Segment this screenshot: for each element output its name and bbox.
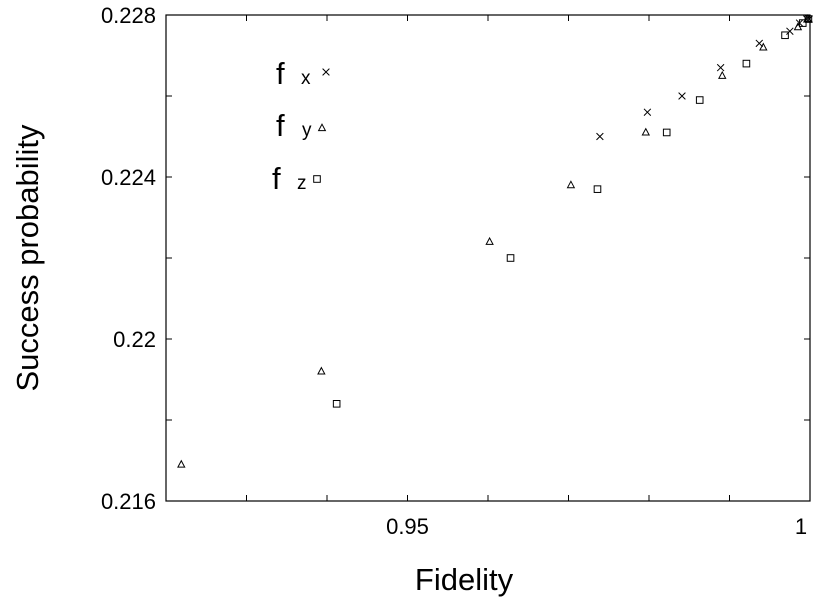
legend-label-main: f — [276, 56, 285, 91]
legend-label-main: f — [276, 108, 285, 143]
data-point-fy — [485, 236, 494, 245]
data-point-fz — [332, 400, 341, 408]
legend-label-sub: x — [301, 68, 311, 89]
y-tick-label: 0.224 — [101, 165, 156, 190]
data-point-fz — [804, 15, 813, 23]
legend-marker-fz — [313, 175, 321, 183]
legend-label-main: f — [272, 161, 281, 196]
data-point-fz — [781, 31, 789, 40]
data-point-fx — [643, 108, 652, 116]
axis-tick-labels: 0.95 1 0.216 0.22 0.224 0.228 — [101, 3, 807, 539]
data-point-fx — [716, 63, 725, 72]
data-point-fz — [506, 254, 515, 262]
y-tick-label: 0.22 — [113, 327, 156, 352]
y-tick-label: 0.216 — [101, 489, 156, 514]
data-point-fz — [798, 19, 807, 27]
legend-label-sub: y — [302, 120, 312, 141]
data-point-fx — [755, 39, 764, 48]
data-point-fx — [596, 132, 604, 141]
data-point-fz — [662, 128, 671, 137]
data-point-fy — [718, 70, 727, 79]
data-point-fz — [695, 96, 704, 104]
data-markers — [177, 14, 813, 468]
data-point-fx — [786, 27, 794, 35]
data-point-fz — [742, 59, 751, 68]
data-point-fy — [641, 127, 651, 136]
x-tick-label: 1 — [795, 514, 807, 539]
axis-ticks — [166, 14, 811, 502]
data-point-fy — [803, 14, 812, 23]
data-point-fy — [566, 180, 576, 189]
legend-marker-fy — [317, 123, 327, 132]
data-point-fy — [177, 459, 186, 468]
data-point-fy — [317, 366, 326, 375]
data-point-fy — [759, 42, 768, 51]
data-point-fx — [678, 92, 686, 100]
data-point-fz — [593, 185, 602, 193]
legend: f xf yf z — [272, 56, 330, 196]
y-axis-title: Success probability — [10, 124, 45, 392]
y-tick-label: 0.228 — [101, 3, 156, 28]
legend-marker-fx — [322, 68, 330, 76]
x-axis-title: Fidelity — [415, 562, 514, 597]
legend-label-sub: z — [297, 173, 307, 194]
plot-frame — [165, 14, 811, 502]
x-tick-label: 0.95 — [386, 514, 429, 539]
